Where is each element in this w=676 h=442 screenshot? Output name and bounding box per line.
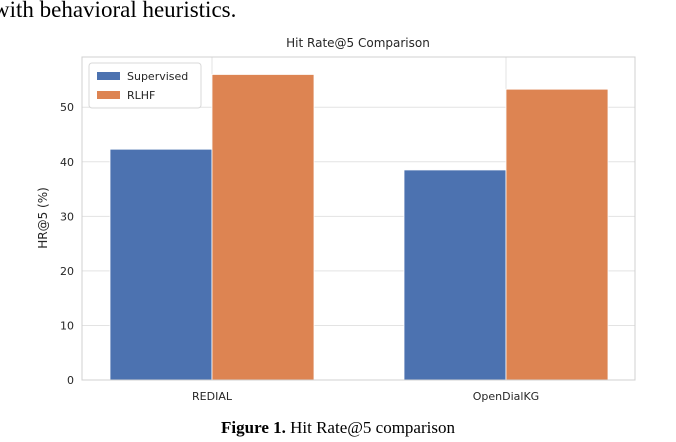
plot-border (81, 56, 636, 381)
x-tick-label: OpenDialKG (473, 390, 539, 403)
chart-title: Hit Rate@5 Comparison (286, 36, 430, 50)
y-tick-label: 30 (60, 210, 74, 223)
legend-label: RLHF (127, 89, 155, 102)
y-tick-label: 40 (60, 156, 74, 169)
legend-swatch (97, 72, 120, 80)
y-axis-label: HR@5 (%) (36, 187, 50, 249)
body-text: with behavioral heuristics. (0, 0, 236, 22)
bar (109, 148, 213, 381)
bar (403, 169, 507, 381)
caption-text: Hit Rate@5 comparison (290, 418, 455, 437)
legend-swatch (97, 91, 120, 99)
plot-area: 0 10 20 30 40 50 REDIAL OpenDialKG Supervised RLH… (60, 56, 636, 403)
y-tick-label: 20 (60, 265, 74, 278)
caption-label: Figure 1. (221, 418, 286, 437)
legend-label: Supervised (127, 70, 188, 83)
caption: Figure 1. Hit Rate@5 comparison (221, 418, 455, 437)
bar (505, 88, 609, 381)
y-tick-label: 0 (67, 374, 74, 387)
bar (211, 74, 315, 381)
x-tick-label: REDIAL (192, 390, 233, 403)
y-tick-label: 50 (60, 101, 74, 114)
y-tick-label: 10 (60, 319, 74, 332)
